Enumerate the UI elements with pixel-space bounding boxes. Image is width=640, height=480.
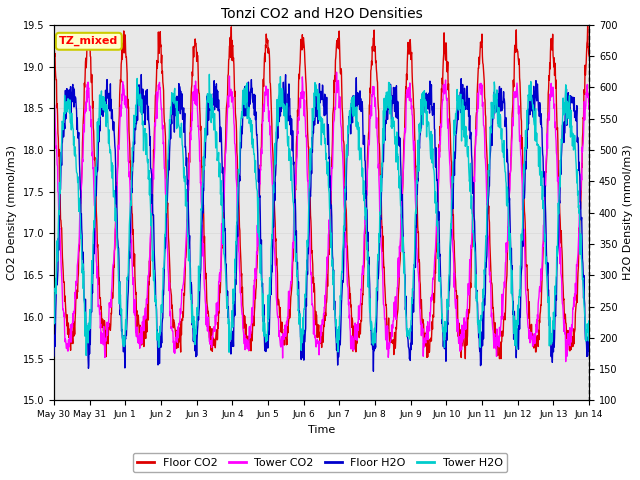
Y-axis label: H2O Density (mmol/m3): H2O Density (mmol/m3) [623, 145, 633, 280]
Text: TZ_mixed: TZ_mixed [60, 36, 118, 47]
Title: Tonzi CO2 and H2O Densities: Tonzi CO2 and H2O Densities [221, 7, 422, 21]
X-axis label: Time: Time [308, 425, 335, 435]
Legend: Floor CO2, Tower CO2, Floor H2O, Tower H2O: Floor CO2, Tower CO2, Floor H2O, Tower H… [133, 453, 507, 472]
Y-axis label: CO2 Density (mmol/m3): CO2 Density (mmol/m3) [7, 145, 17, 280]
